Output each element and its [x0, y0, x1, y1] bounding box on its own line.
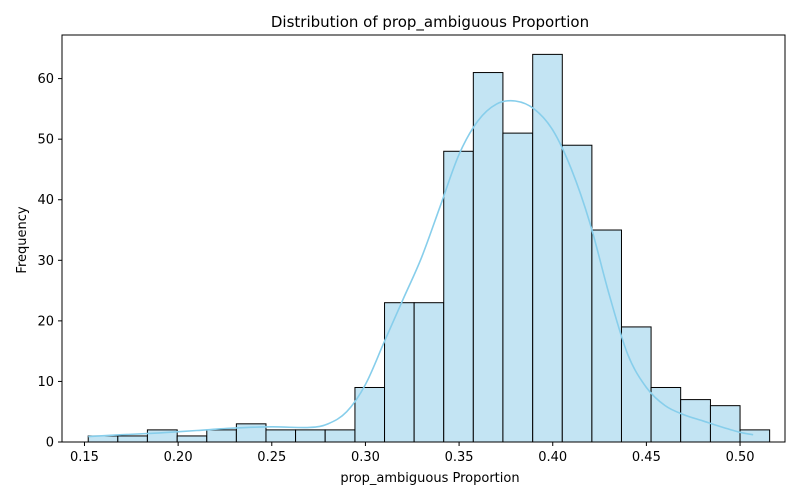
y-tick-label: 60 [37, 72, 54, 87]
y-tick-label: 40 [37, 193, 54, 208]
axes-layer: 0.15 0.20 0.25 0.30 0.35 0.40 0.45 0.50 0 10 20 30 4… [37, 34, 786, 465]
bars-layer [87, 53, 771, 443]
x-tick-label: 0.45 [632, 450, 661, 465]
x-tick-label: 0.25 [257, 450, 286, 465]
x-tick-label: 0.35 [445, 450, 474, 465]
histogram-bar [324, 429, 356, 443]
kde-curve [88, 99, 754, 438]
y-tick-label: 30 [37, 254, 54, 269]
histogram-bar [680, 399, 711, 443]
y-tick-label: 20 [37, 314, 54, 329]
x-tick-label: 0.20 [164, 450, 193, 465]
kde-layer [88, 99, 754, 438]
histogram-bar [502, 132, 534, 443]
y-tick-label: 0 [46, 436, 54, 451]
histogram-bar [206, 429, 237, 443]
x-axis-title: prop_ambiguous Proportion [340, 471, 519, 486]
histogram-bar [265, 429, 297, 443]
histogram-bar [384, 302, 415, 443]
histogram-bar [472, 72, 504, 443]
x-tick-label: 0.15 [70, 450, 99, 465]
y-axis-title: Frequency [15, 206, 30, 273]
histogram-bar [117, 435, 148, 443]
histogram-bar [650, 386, 682, 443]
chart-title: Distribution of prop_ambiguous Proportio… [271, 13, 589, 32]
histogram-bar [295, 429, 326, 443]
x-tick-label: 0.50 [726, 450, 755, 465]
histogram-bar [176, 435, 208, 443]
histogram-bar [739, 429, 771, 443]
y-tick-label: 10 [37, 375, 54, 390]
y-tick-label: 50 [37, 133, 54, 148]
x-tick-label: 0.40 [538, 450, 567, 465]
x-tick-label: 0.30 [351, 450, 380, 465]
histogram-bar [413, 302, 445, 443]
histogram-bar [620, 326, 652, 443]
plot-frame [61, 34, 786, 443]
histogram-bar [443, 150, 474, 443]
histogram-bar [532, 53, 563, 443]
histogram-bar [709, 405, 741, 443]
histogram-bar [591, 229, 622, 443]
histogram-bar [561, 144, 593, 443]
